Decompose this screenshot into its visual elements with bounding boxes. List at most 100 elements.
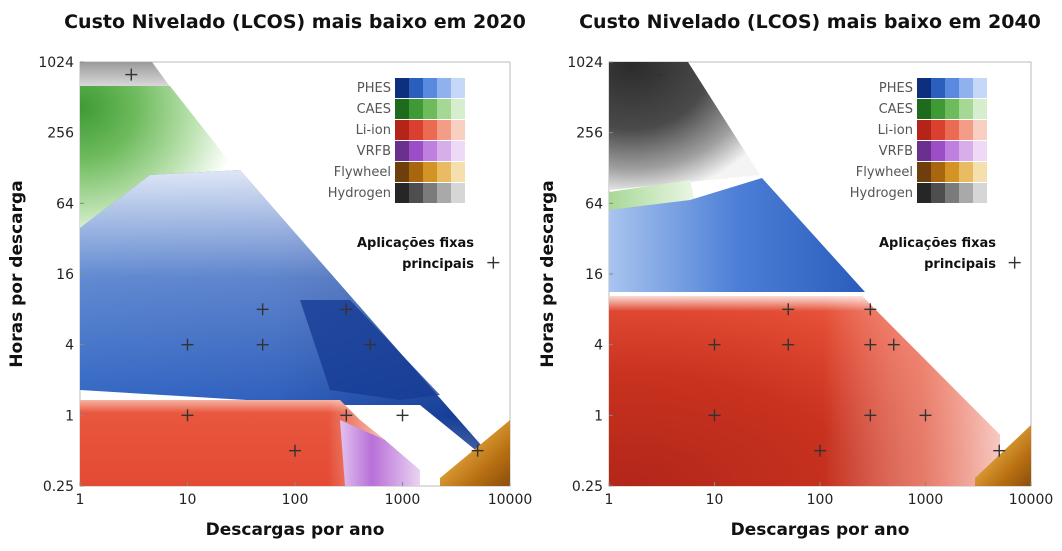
legend-swatch [451, 78, 465, 98]
legend-swatch [423, 183, 437, 203]
legend-swatch [409, 183, 423, 203]
legend-entry-caes: CAES [357, 99, 465, 119]
x-tick-label: 1000 [908, 492, 944, 508]
x-tick-label: 1 [605, 492, 614, 508]
legend-swatch [959, 183, 973, 203]
x-tick-label: 10000 [1009, 492, 1054, 508]
application-marker [864, 338, 877, 351]
application-marker [256, 303, 269, 316]
x-axis-label: Descargas por ano [731, 520, 910, 540]
legend-entry-vrfb: VRFB [879, 141, 987, 161]
legend-entry-flywheel: Flywheel [334, 162, 465, 182]
y-tick-label: 1024 [567, 55, 603, 71]
legend-swatch [917, 120, 931, 140]
application-marker [487, 256, 500, 269]
legend-swatch [973, 120, 987, 140]
legend-swatch [409, 78, 423, 98]
legend-swatch [973, 183, 987, 203]
application-marker [125, 68, 138, 81]
legend-swatch [423, 162, 437, 182]
legend-swatch [973, 141, 987, 161]
y-tick-label: 64 [585, 196, 603, 212]
annotation: Aplicações fixas principais [879, 236, 996, 272]
chart-2020: Custo Nivelado (LCOS) mais baixo em 2020 [7, 11, 532, 540]
application-marker [181, 409, 194, 422]
region-hydrogen [609, 62, 760, 190]
y-tick-label: 256 [576, 126, 603, 142]
legend-label: VRFB [879, 144, 913, 159]
x-tick-label: 10 [179, 492, 197, 508]
legend-swatch [423, 141, 437, 161]
chart-2040: Custo Nivelado (LCOS) mais baixo em 2040… [538, 11, 1053, 540]
annotation-line-1: Aplicações fixas [357, 236, 474, 251]
application-marker [887, 338, 900, 351]
legend-swatch [451, 183, 465, 203]
y-axis-label: Horas por descarga [7, 180, 27, 367]
application-markers [125, 68, 500, 457]
y-tick-label: 4 [65, 338, 74, 354]
region-flywheel [975, 425, 1031, 486]
legend-swatch [973, 162, 987, 182]
legend-swatch [451, 99, 465, 119]
legend-swatch [931, 120, 945, 140]
y-tick-label: 16 [585, 267, 603, 283]
legend-entry-hydrogen: Hydrogen [328, 183, 465, 203]
application-marker [289, 444, 301, 457]
legend-swatch [931, 162, 945, 182]
application-marker [782, 303, 795, 316]
annotation-line-2: principais [402, 257, 474, 272]
legend-swatch [423, 120, 437, 140]
y-tick-label: 0.25 [572, 479, 603, 495]
legend-swatch [437, 99, 451, 119]
annotation-line-2: principais [924, 257, 996, 272]
application-marker [708, 338, 721, 351]
x-tick-label: 100 [807, 492, 834, 508]
legend-swatch [945, 183, 959, 203]
legend-swatch [959, 162, 973, 182]
y-tick-label: 4 [594, 338, 603, 354]
legend-swatch [409, 162, 423, 182]
legend-label: Flywheel [856, 165, 913, 180]
legend-swatch [931, 141, 945, 161]
legend-swatch [451, 141, 465, 161]
y-tick-label: 64 [56, 196, 74, 212]
legend-swatch [917, 141, 931, 161]
legend-swatch [437, 78, 451, 98]
legend-entry-hydrogen: Hydrogen [850, 183, 987, 203]
region-vrfb [340, 420, 420, 486]
legend-entry-vrfb: VRFB [357, 141, 465, 161]
region-caes [80, 86, 240, 230]
y-tick-label: 1024 [38, 55, 74, 71]
application-marker [471, 444, 484, 457]
legend-swatch [917, 78, 931, 98]
application-marker [181, 338, 194, 351]
legend-label: CAES [357, 102, 391, 117]
legend-label: Hydrogen [328, 186, 391, 201]
legend-swatch [451, 162, 465, 182]
legend: PHES CAES Li-ion VRFB Flywheel Hydrogen [850, 74, 995, 208]
legend-swatch [437, 162, 451, 182]
legend-swatch [395, 120, 409, 140]
legend: PHES CAES Li-ion VRFB Flywheel Hydrogen [328, 74, 473, 208]
legend-entry-li-ion: Li-ion [356, 120, 465, 140]
legend-swatch [423, 78, 437, 98]
legend-label: VRFB [357, 144, 391, 159]
legend-label: Li-ion [878, 123, 913, 138]
application-marker [864, 409, 877, 422]
x-tick-label: 1 [76, 492, 85, 508]
legend-swatch [423, 99, 437, 119]
chart-title: Custo Nivelado (LCOS) mais baixo em 2020 [64, 11, 526, 33]
x-axis-label: Descargas por ano [206, 520, 385, 540]
legend-swatch [945, 141, 959, 161]
legend-swatch [959, 78, 973, 98]
y-tick-label: 1 [594, 408, 603, 424]
legend-label: PHES [879, 81, 913, 96]
legend-swatch [945, 99, 959, 119]
annotation-line-1: Aplicações fixas [879, 236, 996, 251]
application-marker [396, 409, 409, 422]
y-tick-label: 16 [56, 267, 74, 283]
y-tick-label: 1 [65, 408, 74, 424]
application-marker [782, 338, 795, 351]
